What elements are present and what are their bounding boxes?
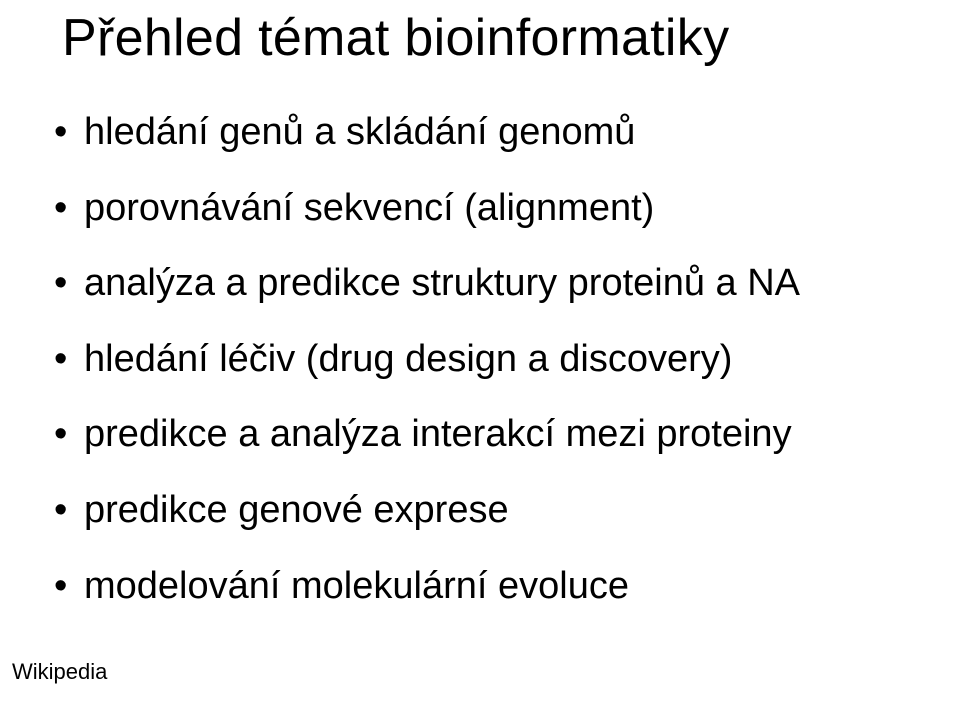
list-item: predikce genové exprese (54, 488, 919, 534)
footer-citation: Wikipedia (12, 659, 107, 685)
bullet-list: hledání genů a skládání genomů porovnává… (54, 110, 919, 639)
slide-title: Přehled témat bioinformatiky (62, 8, 729, 68)
list-item: porovnávání sekvencí (alignment) (54, 186, 919, 232)
list-item: predikce a analýza interakcí mezi protei… (54, 412, 919, 458)
slide: Přehled témat bioinformatiky hledání gen… (0, 0, 959, 705)
list-item: analýza a predikce struktury proteinů a … (54, 261, 919, 307)
list-item: hledání genů a skládání genomů (54, 110, 919, 156)
list-item: modelování molekulární evoluce (54, 564, 919, 610)
list-item: hledání léčiv (drug design a discovery) (54, 337, 919, 383)
